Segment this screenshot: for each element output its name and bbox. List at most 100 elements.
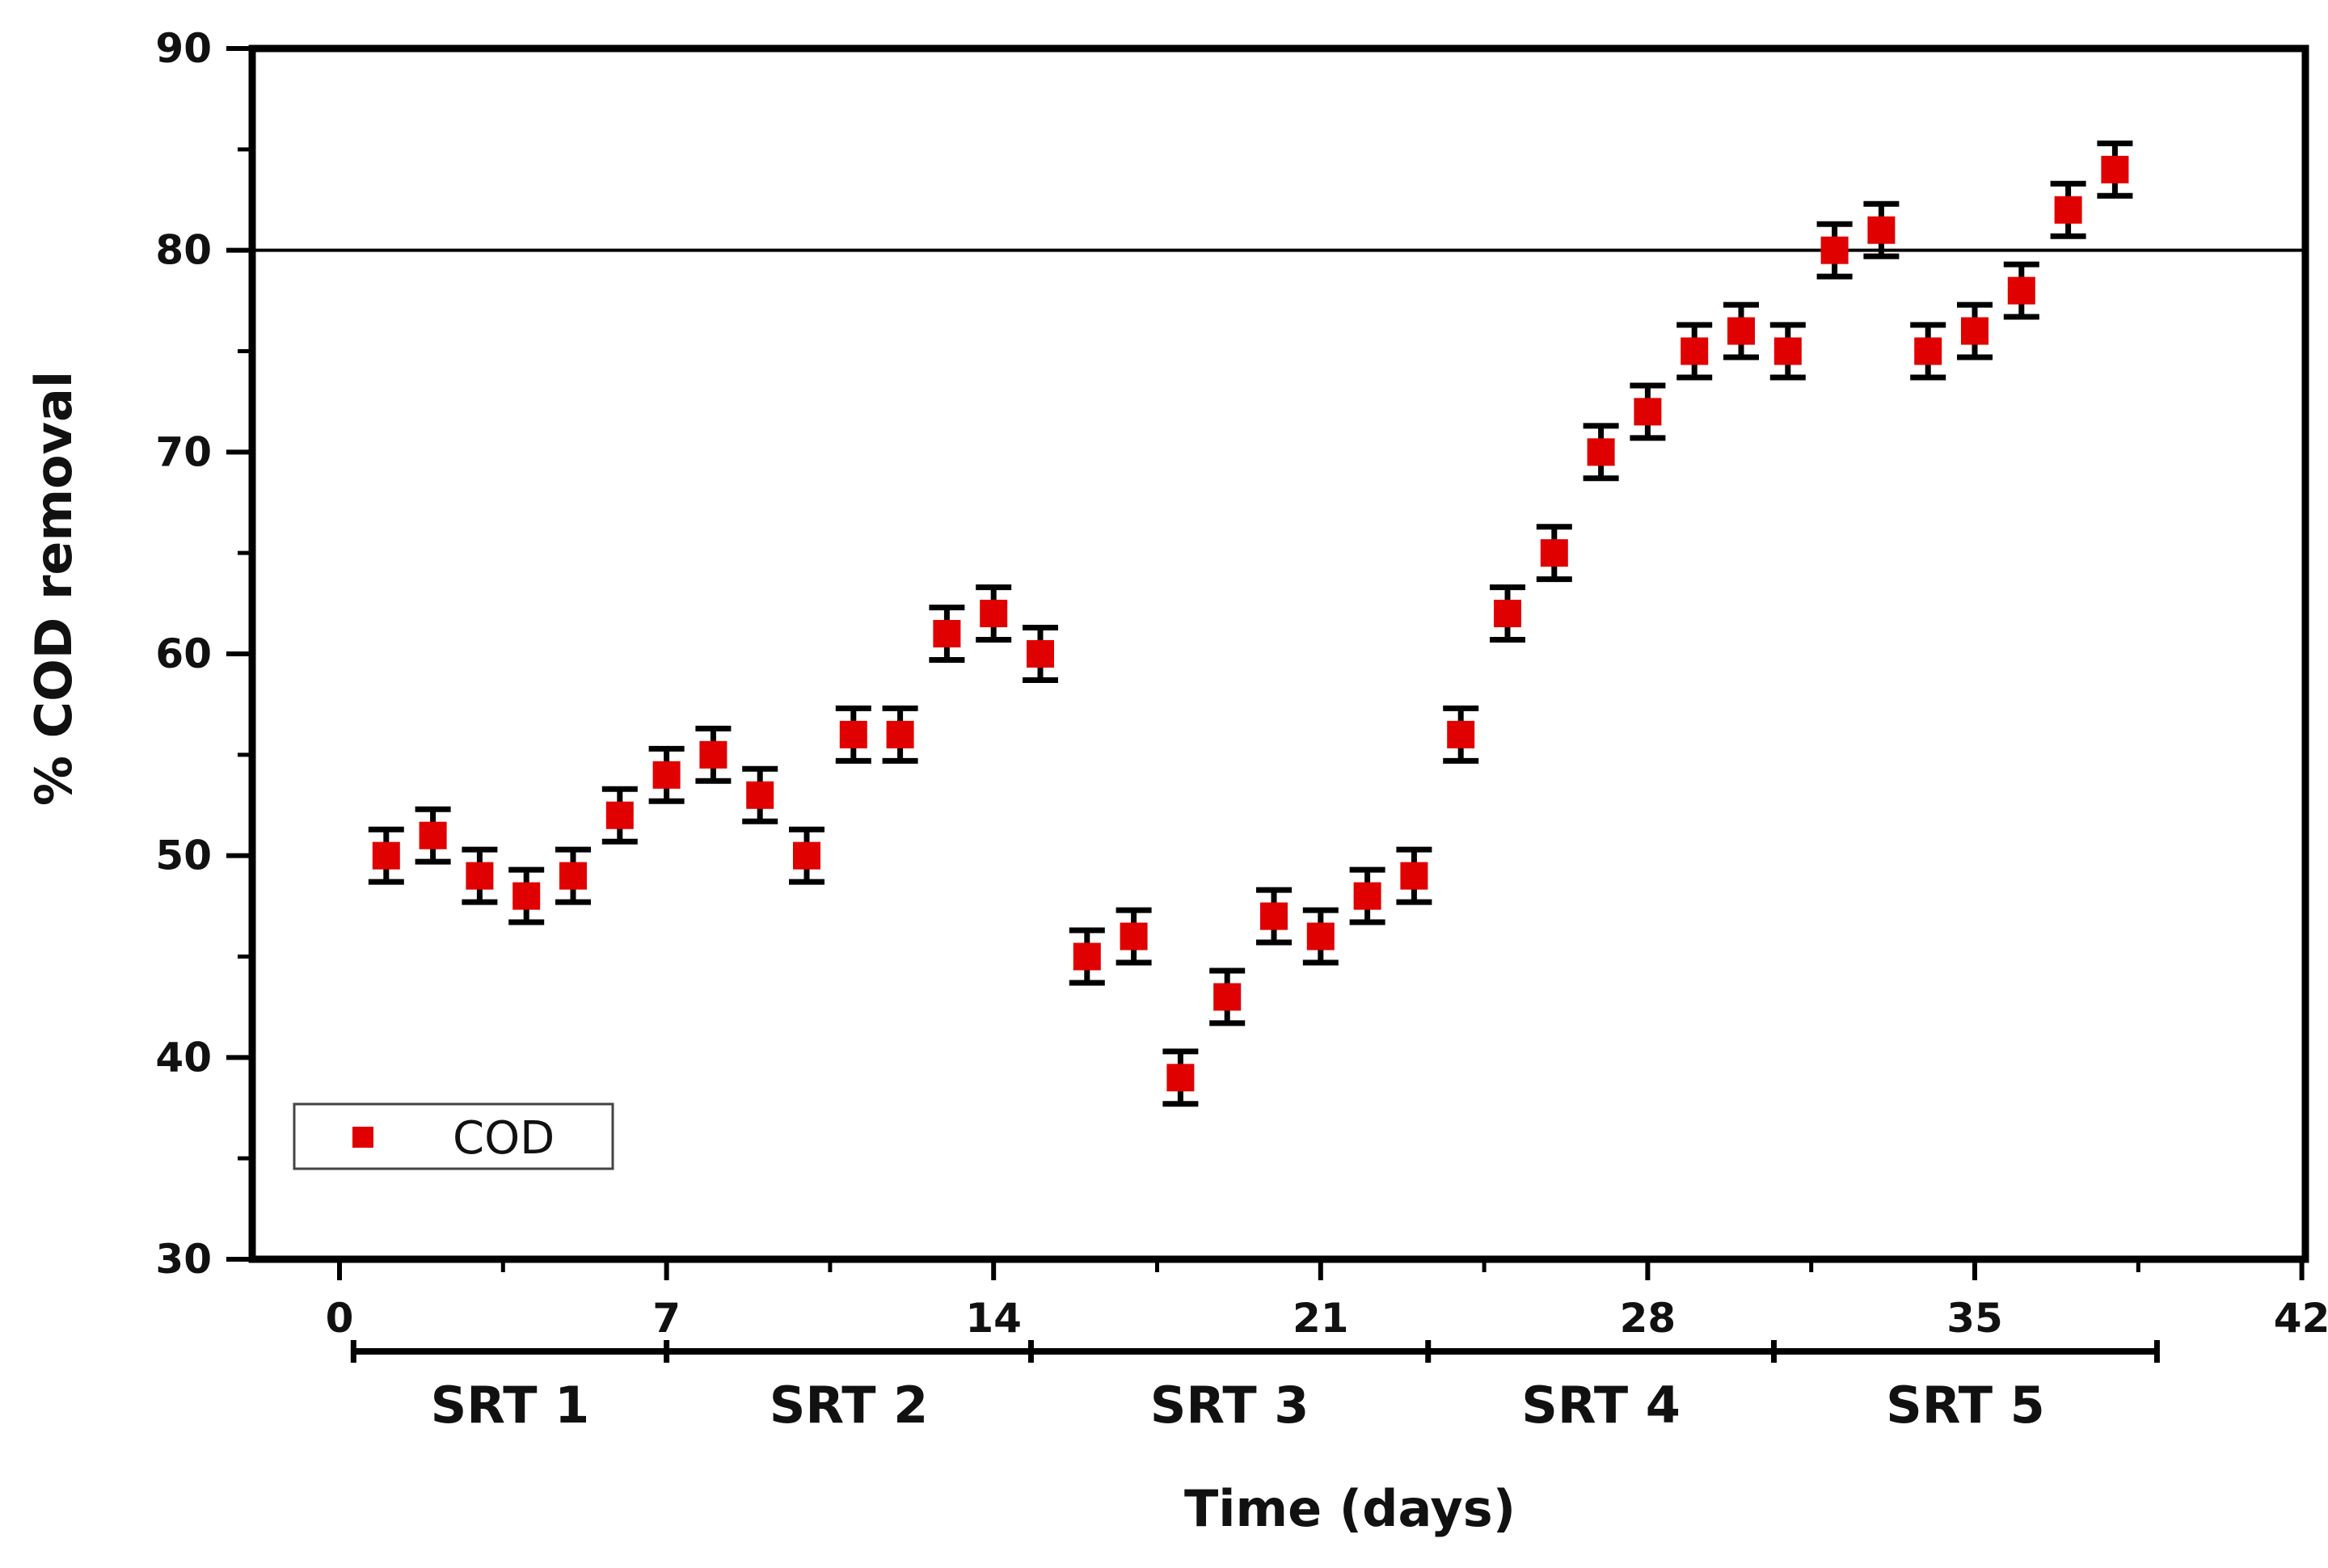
data-marker bbox=[699, 740, 728, 769]
legend-label: COD bbox=[453, 1112, 555, 1165]
y-tick-label: 60 bbox=[155, 630, 212, 677]
data-marker bbox=[746, 781, 774, 809]
data-point bbox=[2097, 140, 2133, 199]
data-point bbox=[695, 725, 732, 784]
data-point bbox=[2003, 261, 2039, 320]
data-marker bbox=[933, 620, 961, 648]
data-point bbox=[415, 806, 451, 865]
x-tick-label: 42 bbox=[2274, 1295, 2328, 1342]
data-marker bbox=[1820, 236, 1849, 264]
srt-periods-group: SRT 1 SRT 2 SRT 3 SRT 4 SRT 5 bbox=[350, 1340, 2160, 1435]
data-point bbox=[462, 846, 498, 905]
data-marker bbox=[1306, 922, 1335, 950]
data-point bbox=[1957, 301, 1993, 360]
x-tick-label: 21 bbox=[1293, 1295, 1349, 1342]
x-tick-label: 35 bbox=[1946, 1295, 2003, 1342]
data-marker bbox=[1773, 337, 1802, 365]
data-point bbox=[368, 826, 404, 885]
data-point bbox=[508, 866, 545, 925]
y-tick-label: 30 bbox=[155, 1236, 212, 1283]
data-marker bbox=[1213, 983, 1242, 1011]
data-point bbox=[1769, 322, 1806, 381]
data-marker bbox=[1681, 337, 1709, 365]
data-points-group bbox=[368, 140, 2133, 1107]
data-point bbox=[1302, 907, 1339, 966]
data-point bbox=[1723, 301, 1759, 360]
data-marker bbox=[1867, 216, 1896, 244]
data-marker bbox=[2007, 276, 2035, 305]
data-point bbox=[1256, 887, 1292, 946]
data-marker bbox=[1027, 640, 1054, 668]
data-marker bbox=[1494, 600, 1521, 628]
x-tick-label: 28 bbox=[1620, 1295, 1676, 1342]
srt-label: SRT 1 bbox=[431, 1376, 590, 1435]
data-point bbox=[648, 745, 685, 804]
data-marker bbox=[1587, 438, 1615, 466]
data-marker bbox=[1914, 337, 1942, 365]
data-point bbox=[835, 705, 871, 764]
data-marker bbox=[1120, 922, 1148, 950]
y-tick-label: 90 bbox=[155, 25, 212, 72]
srt-label: SRT 2 bbox=[770, 1376, 929, 1435]
data-point bbox=[1023, 625, 1058, 683]
srt-label: SRT 3 bbox=[1150, 1376, 1310, 1435]
data-marker bbox=[1727, 317, 1755, 345]
y-axis-title: % COD removal bbox=[24, 371, 83, 806]
data-marker bbox=[419, 821, 447, 849]
data-point bbox=[976, 584, 1012, 643]
data-point bbox=[1630, 382, 1666, 441]
data-marker bbox=[1447, 720, 1475, 748]
data-marker bbox=[512, 882, 541, 910]
data-marker bbox=[1353, 882, 1381, 910]
data-marker bbox=[1634, 398, 1662, 426]
srt-label: SRT 5 bbox=[1886, 1376, 2045, 1435]
legend-box bbox=[293, 1102, 614, 1170]
data-point bbox=[2050, 180, 2086, 239]
data-point bbox=[601, 786, 638, 845]
data-marker bbox=[466, 862, 494, 890]
data-point bbox=[1910, 322, 1946, 381]
y-tick-label: 40 bbox=[155, 1034, 212, 1081]
y-tick-label: 80 bbox=[155, 227, 212, 274]
data-point bbox=[929, 605, 965, 663]
data-point bbox=[1349, 866, 1385, 925]
data-point bbox=[1583, 423, 1619, 482]
data-point bbox=[742, 765, 778, 824]
data-marker bbox=[1540, 539, 1568, 567]
data-point bbox=[1396, 846, 1432, 905]
legend-marker bbox=[352, 1127, 373, 1148]
data-point bbox=[882, 705, 918, 764]
data-point bbox=[1490, 584, 1525, 643]
data-marker bbox=[559, 862, 587, 890]
data-point bbox=[555, 846, 591, 905]
data-point bbox=[1162, 1048, 1199, 1107]
data-marker bbox=[652, 761, 681, 789]
axis-ticks-group: 30 40 50 60 70 80 90 0 7 14 21 28 35 42 bbox=[155, 25, 2328, 1342]
x-tick-label: 7 bbox=[652, 1295, 681, 1342]
data-point bbox=[1209, 967, 1246, 1026]
x-tick-label: 14 bbox=[965, 1295, 1022, 1342]
data-point bbox=[1536, 524, 1572, 583]
data-point bbox=[1069, 927, 1105, 986]
data-point bbox=[1863, 200, 1900, 259]
data-point bbox=[789, 826, 824, 885]
data-marker bbox=[1166, 1064, 1195, 1092]
data-marker bbox=[980, 600, 1008, 628]
data-marker bbox=[886, 720, 914, 748]
data-marker bbox=[372, 841, 400, 870]
y-tick-label: 70 bbox=[155, 428, 212, 475]
data-marker bbox=[1961, 317, 1988, 345]
data-point bbox=[1443, 705, 1479, 764]
data-point bbox=[1676, 322, 1713, 381]
x-tick-label: 0 bbox=[326, 1295, 354, 1342]
data-marker bbox=[1400, 862, 1428, 890]
data-marker bbox=[839, 720, 867, 748]
data-point bbox=[1116, 907, 1152, 966]
y-tick-label: 50 bbox=[155, 832, 212, 879]
data-marker bbox=[605, 801, 634, 829]
x-axis-title: Time (days) bbox=[1184, 1479, 1516, 1538]
data-marker bbox=[793, 841, 820, 870]
srt-label: SRT 4 bbox=[1521, 1376, 1681, 1435]
